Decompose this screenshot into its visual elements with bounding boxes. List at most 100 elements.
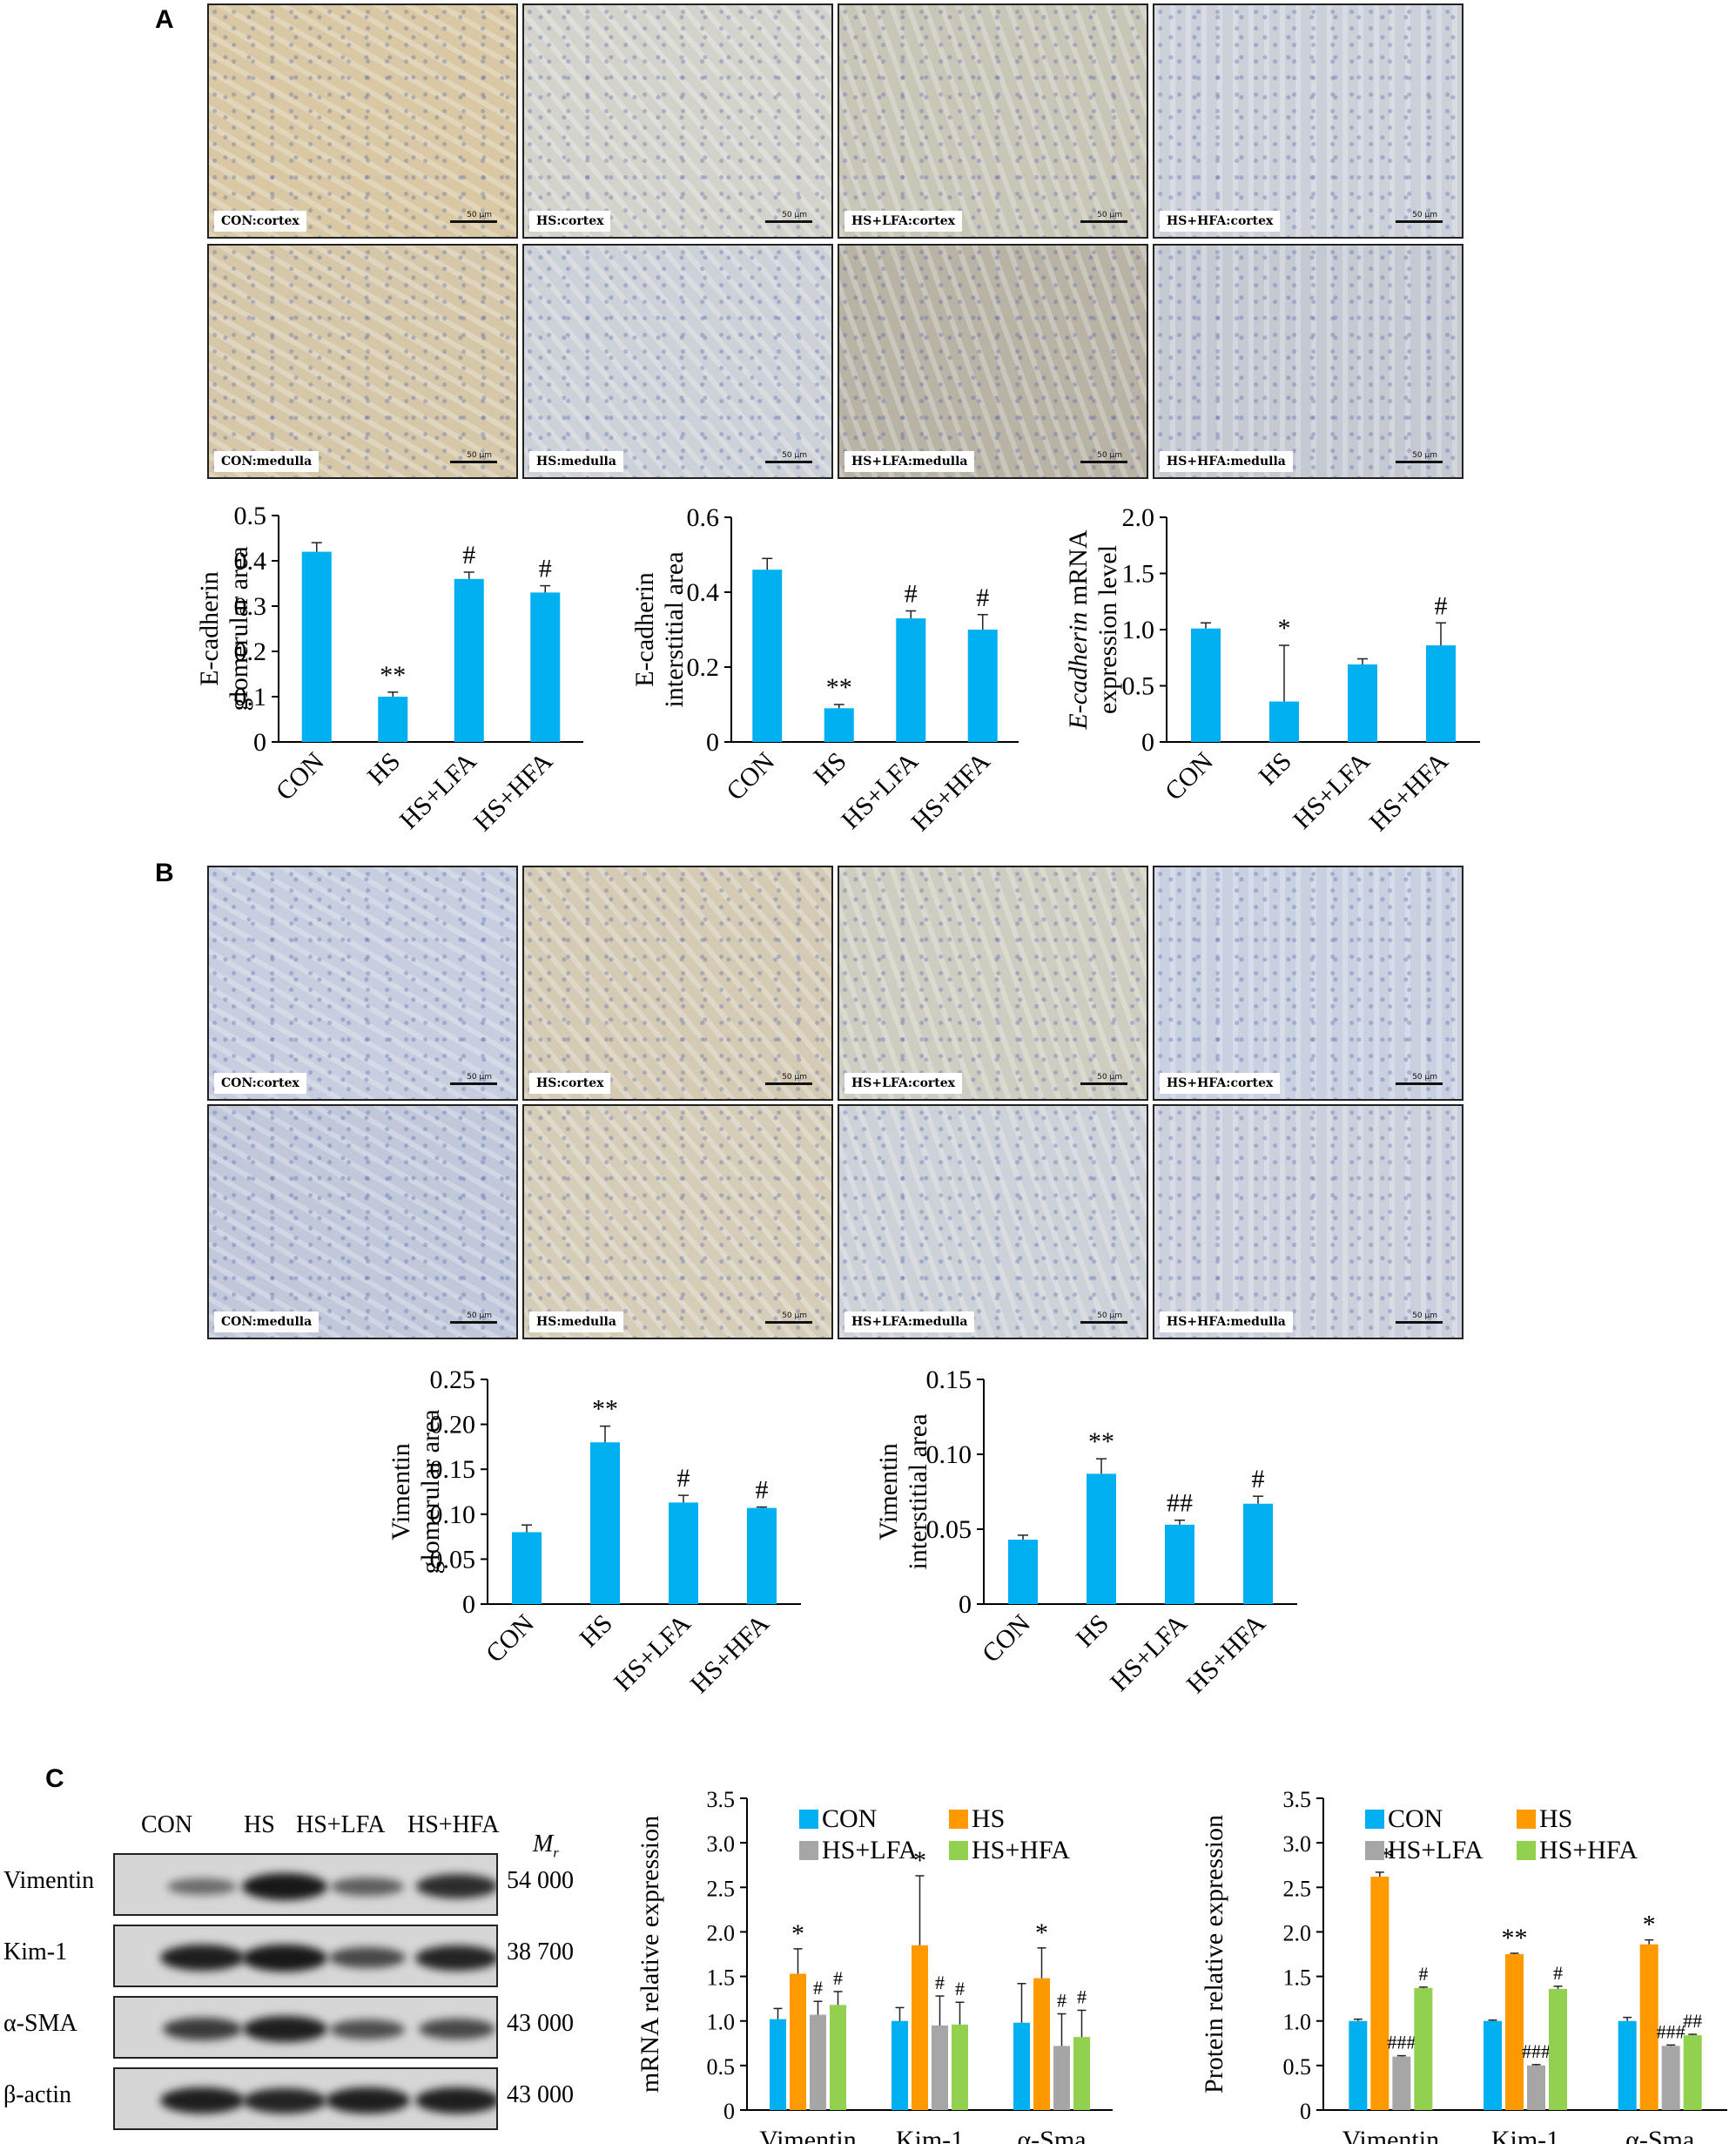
scale-bar-label: 50 μm (782, 211, 807, 219)
blot-row (113, 2067, 498, 2130)
significance-label: # (813, 1977, 823, 1999)
legend-swatch (949, 1810, 968, 1829)
blot-band (166, 1878, 238, 1895)
bar-hs-hfa (1549, 1988, 1567, 2110)
significance-label: ** (1088, 1427, 1114, 1456)
scale-bar (450, 461, 497, 463)
scale-bar-label: 50 μm (1097, 211, 1122, 219)
micrograph-caption: HS+LFA:cortex (844, 1073, 963, 1094)
y-tick-label: 2.0 (707, 1920, 736, 1945)
scale-bar-label: 50 μm (1412, 1311, 1437, 1320)
bar-hs-lfa (1053, 2046, 1070, 2110)
y-tick-label: 0.5 (707, 2054, 736, 2080)
significance-label: * (1035, 1918, 1048, 1947)
scale-bar-label: 50 μm (467, 1073, 492, 1082)
blot-band (243, 2087, 326, 2114)
y-axis-label-italic: E-cadherin (1064, 612, 1093, 731)
blot-band (414, 2087, 496, 2114)
micrograph-caption: HS:cortex (529, 1073, 611, 1094)
x-tick-label: HS+HFA (1181, 1608, 1272, 1699)
legend-label: HS+HFA (1539, 1836, 1638, 1864)
y-tick-label: 1.5 (1283, 1965, 1312, 1991)
scale-bar-label: 50 μm (1097, 1073, 1122, 1082)
bar-hs-hfa (1683, 2035, 1702, 2110)
y-axis-label: interstitial area (660, 551, 689, 707)
x-tick-label: CON (481, 1609, 540, 1669)
bar (530, 592, 561, 742)
bar (512, 1532, 542, 1604)
y-tick-label: 2.0 (1283, 1920, 1312, 1945)
x-tick-label: α-Sma (1017, 2126, 1086, 2144)
molecular-weight-label: 54 000 (507, 1867, 574, 1894)
y-tick-label: 3.0 (707, 1831, 736, 1857)
scale-bar (1396, 1082, 1443, 1085)
scale-bar-label: 50 μm (782, 1311, 807, 1320)
blot-band (329, 1947, 406, 1968)
micrograph-hs-lfa-cortex: HS+LFA:cortex 50 μm (838, 866, 1148, 1101)
x-tick-label: CON (721, 747, 780, 806)
western-blot: CON HS HS+LFA HS+HFA Mr Vimentin 54 000 Ki… (0, 1811, 627, 2144)
micrograph-con-medulla: CON:medulla 50 μm (207, 244, 518, 479)
x-tick-label: HS+LFA (1105, 1608, 1193, 1696)
bar (669, 1502, 698, 1604)
blot-band (325, 2087, 410, 2114)
significance-label: * (1643, 1911, 1656, 1939)
bar (1243, 1503, 1273, 1604)
significance-label: # (976, 583, 989, 612)
vimentin-interstitial-chart: 0 0.05 0.10 0.15 Vimentin interstitial area CO… (874, 1365, 1297, 1699)
blot-band (331, 1877, 404, 1896)
molecular-weight-label: 43 000 (507, 2081, 574, 2108)
significance-label: # (539, 555, 552, 583)
bar-hs-hfa (952, 2024, 968, 2110)
y-tick-label: 0.6 (687, 503, 720, 532)
micrograph-caption: HS+HFA:medulla (1160, 451, 1293, 472)
y-tick-label: 0.10 (926, 1440, 972, 1469)
y-tick-label: 0.4 (234, 547, 267, 576)
legend-label: HS+HFA (972, 1836, 1070, 1864)
y-tick-label: 3.5 (1283, 1787, 1312, 1812)
micrograph-caption: CON:medulla (214, 451, 320, 472)
y-tick-label: 1.0 (707, 2010, 736, 2035)
bar (1348, 664, 1377, 742)
y-tick-label: 0.1 (234, 683, 267, 711)
legend-swatch (1517, 1810, 1536, 1829)
scale-bar (1396, 220, 1443, 223)
lane-label-con: CON (141, 1811, 193, 1838)
significance-label: ## (1167, 1489, 1193, 1518)
blot-label-kim-1: Kim-1 (3, 1938, 68, 1965)
scale-bar-label: 50 μm (1412, 211, 1437, 219)
significance-label: # (1418, 1963, 1428, 1985)
bar (1191, 628, 1221, 742)
y-tick-label: 0.4 (687, 578, 720, 607)
scale-bar-label: 50 μm (467, 451, 492, 460)
y-tick-label: 1.0 (1283, 2010, 1312, 2035)
panel-label-b: B (155, 859, 174, 887)
y-axis-label: interstitial area (904, 1413, 932, 1569)
x-tick-label: HS (362, 747, 406, 791)
bar-hs-hfa (1073, 2037, 1090, 2110)
y-tick-label: 0.5 (1283, 2054, 1312, 2080)
mr-label: Mr (533, 1830, 559, 1861)
significance-label: ### (1657, 2020, 1686, 2042)
y-tick-label: 1.0 (1122, 616, 1155, 644)
significance-label: # (462, 541, 475, 570)
x-tick-label: HS (574, 1609, 617, 1653)
significance-label: # (677, 1464, 690, 1493)
scale-bar-label: 50 μm (1097, 451, 1122, 460)
bar-con (892, 2020, 908, 2110)
scale-bar (450, 220, 497, 223)
ecad-glomerular-chart: 0 0.1 0.2 0.3 0.4 0.5 E-cadherin glomerular are… (195, 502, 583, 837)
bar-hs-lfa (1661, 2046, 1680, 2110)
y-tick-label: 0 (253, 728, 266, 757)
micrograph-hs-cortex: HS:cortex 50 μm (522, 866, 833, 1101)
legend-swatch (1517, 1841, 1536, 1860)
y-tick-label: 0.05 (430, 1545, 476, 1574)
legend-label: HS (972, 1804, 1005, 1833)
legend-swatch (799, 1810, 818, 1829)
x-tick-label: HS+LFA (394, 746, 482, 834)
micrograph-caption: HS+HFA:cortex (1160, 211, 1281, 232)
x-tick-label: CON (977, 1609, 1036, 1669)
panel-label-a: A (155, 5, 174, 34)
ecad-interstitial-chart: 0 0.2 0.4 0.6 E-cadherin interstitial area CON… (630, 503, 1019, 837)
molecular-weight-label: 38 700 (507, 1938, 574, 1965)
